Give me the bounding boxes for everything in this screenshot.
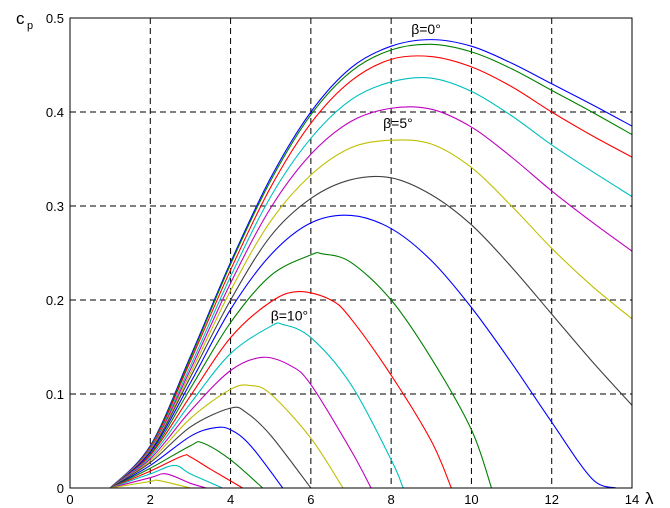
series-line-8 (109, 214, 617, 489)
series-line-13 (109, 384, 344, 489)
series-line-7 (109, 175, 633, 489)
series-line-19 (110, 473, 207, 489)
y-tick-label: 0.5 (46, 11, 64, 26)
x-tick-label: 12 (544, 492, 558, 507)
curve-annotations: β=0° β=5° β=10° (271, 21, 441, 324)
x-tick-label: 2 (147, 492, 154, 507)
series-line-17 (109, 454, 243, 489)
series-line-6 (109, 139, 633, 489)
y-tick-label: 0.2 (46, 293, 64, 308)
curve-annotation-3: β=10° (271, 308, 308, 324)
series-line-15 (109, 426, 284, 489)
y-axis-label: c (16, 9, 25, 28)
x-tick-label: 6 (307, 492, 314, 507)
plot-frame (69, 17, 633, 489)
series-curves (109, 39, 633, 489)
y-tick-label: 0.3 (46, 199, 64, 214)
x-axis-label: λ (645, 489, 654, 508)
x-tick-label: 4 (227, 492, 234, 507)
series-line-12 (109, 356, 372, 489)
x-tick-label: 14 (625, 492, 639, 507)
series-line-2 (109, 43, 633, 489)
grid-lines (70, 18, 632, 488)
series-line-10 (109, 290, 452, 489)
y-tick-label: 0 (57, 481, 64, 496)
series-line-3 (109, 55, 633, 489)
x-tick-label: 10 (464, 492, 478, 507)
x-tick-label: 0 (66, 492, 73, 507)
series-line-20 (110, 479, 191, 489)
series-line-4 (109, 77, 633, 489)
series-line-1 (109, 39, 633, 489)
y-tick-label: 0.4 (46, 105, 64, 120)
tick-labels: 0 2 4 6 8 10 12 14 0 0.1 0.2 0.3 0.4 0.5 (46, 11, 639, 507)
series-line-16 (109, 441, 264, 489)
series-line-14 (109, 406, 312, 489)
series-line-11 (109, 322, 404, 489)
y-axis-label-subscript: p (27, 20, 33, 32)
curve-annotation-2: β=5° (383, 115, 413, 131)
series-line-18 (109, 464, 223, 489)
series-line-9 (109, 252, 493, 489)
series-line-5 (109, 106, 633, 489)
x-tick-label: 8 (388, 492, 395, 507)
curve-annotation-1: β=0° (411, 21, 441, 37)
y-tick-label: 0.1 (46, 387, 64, 402)
